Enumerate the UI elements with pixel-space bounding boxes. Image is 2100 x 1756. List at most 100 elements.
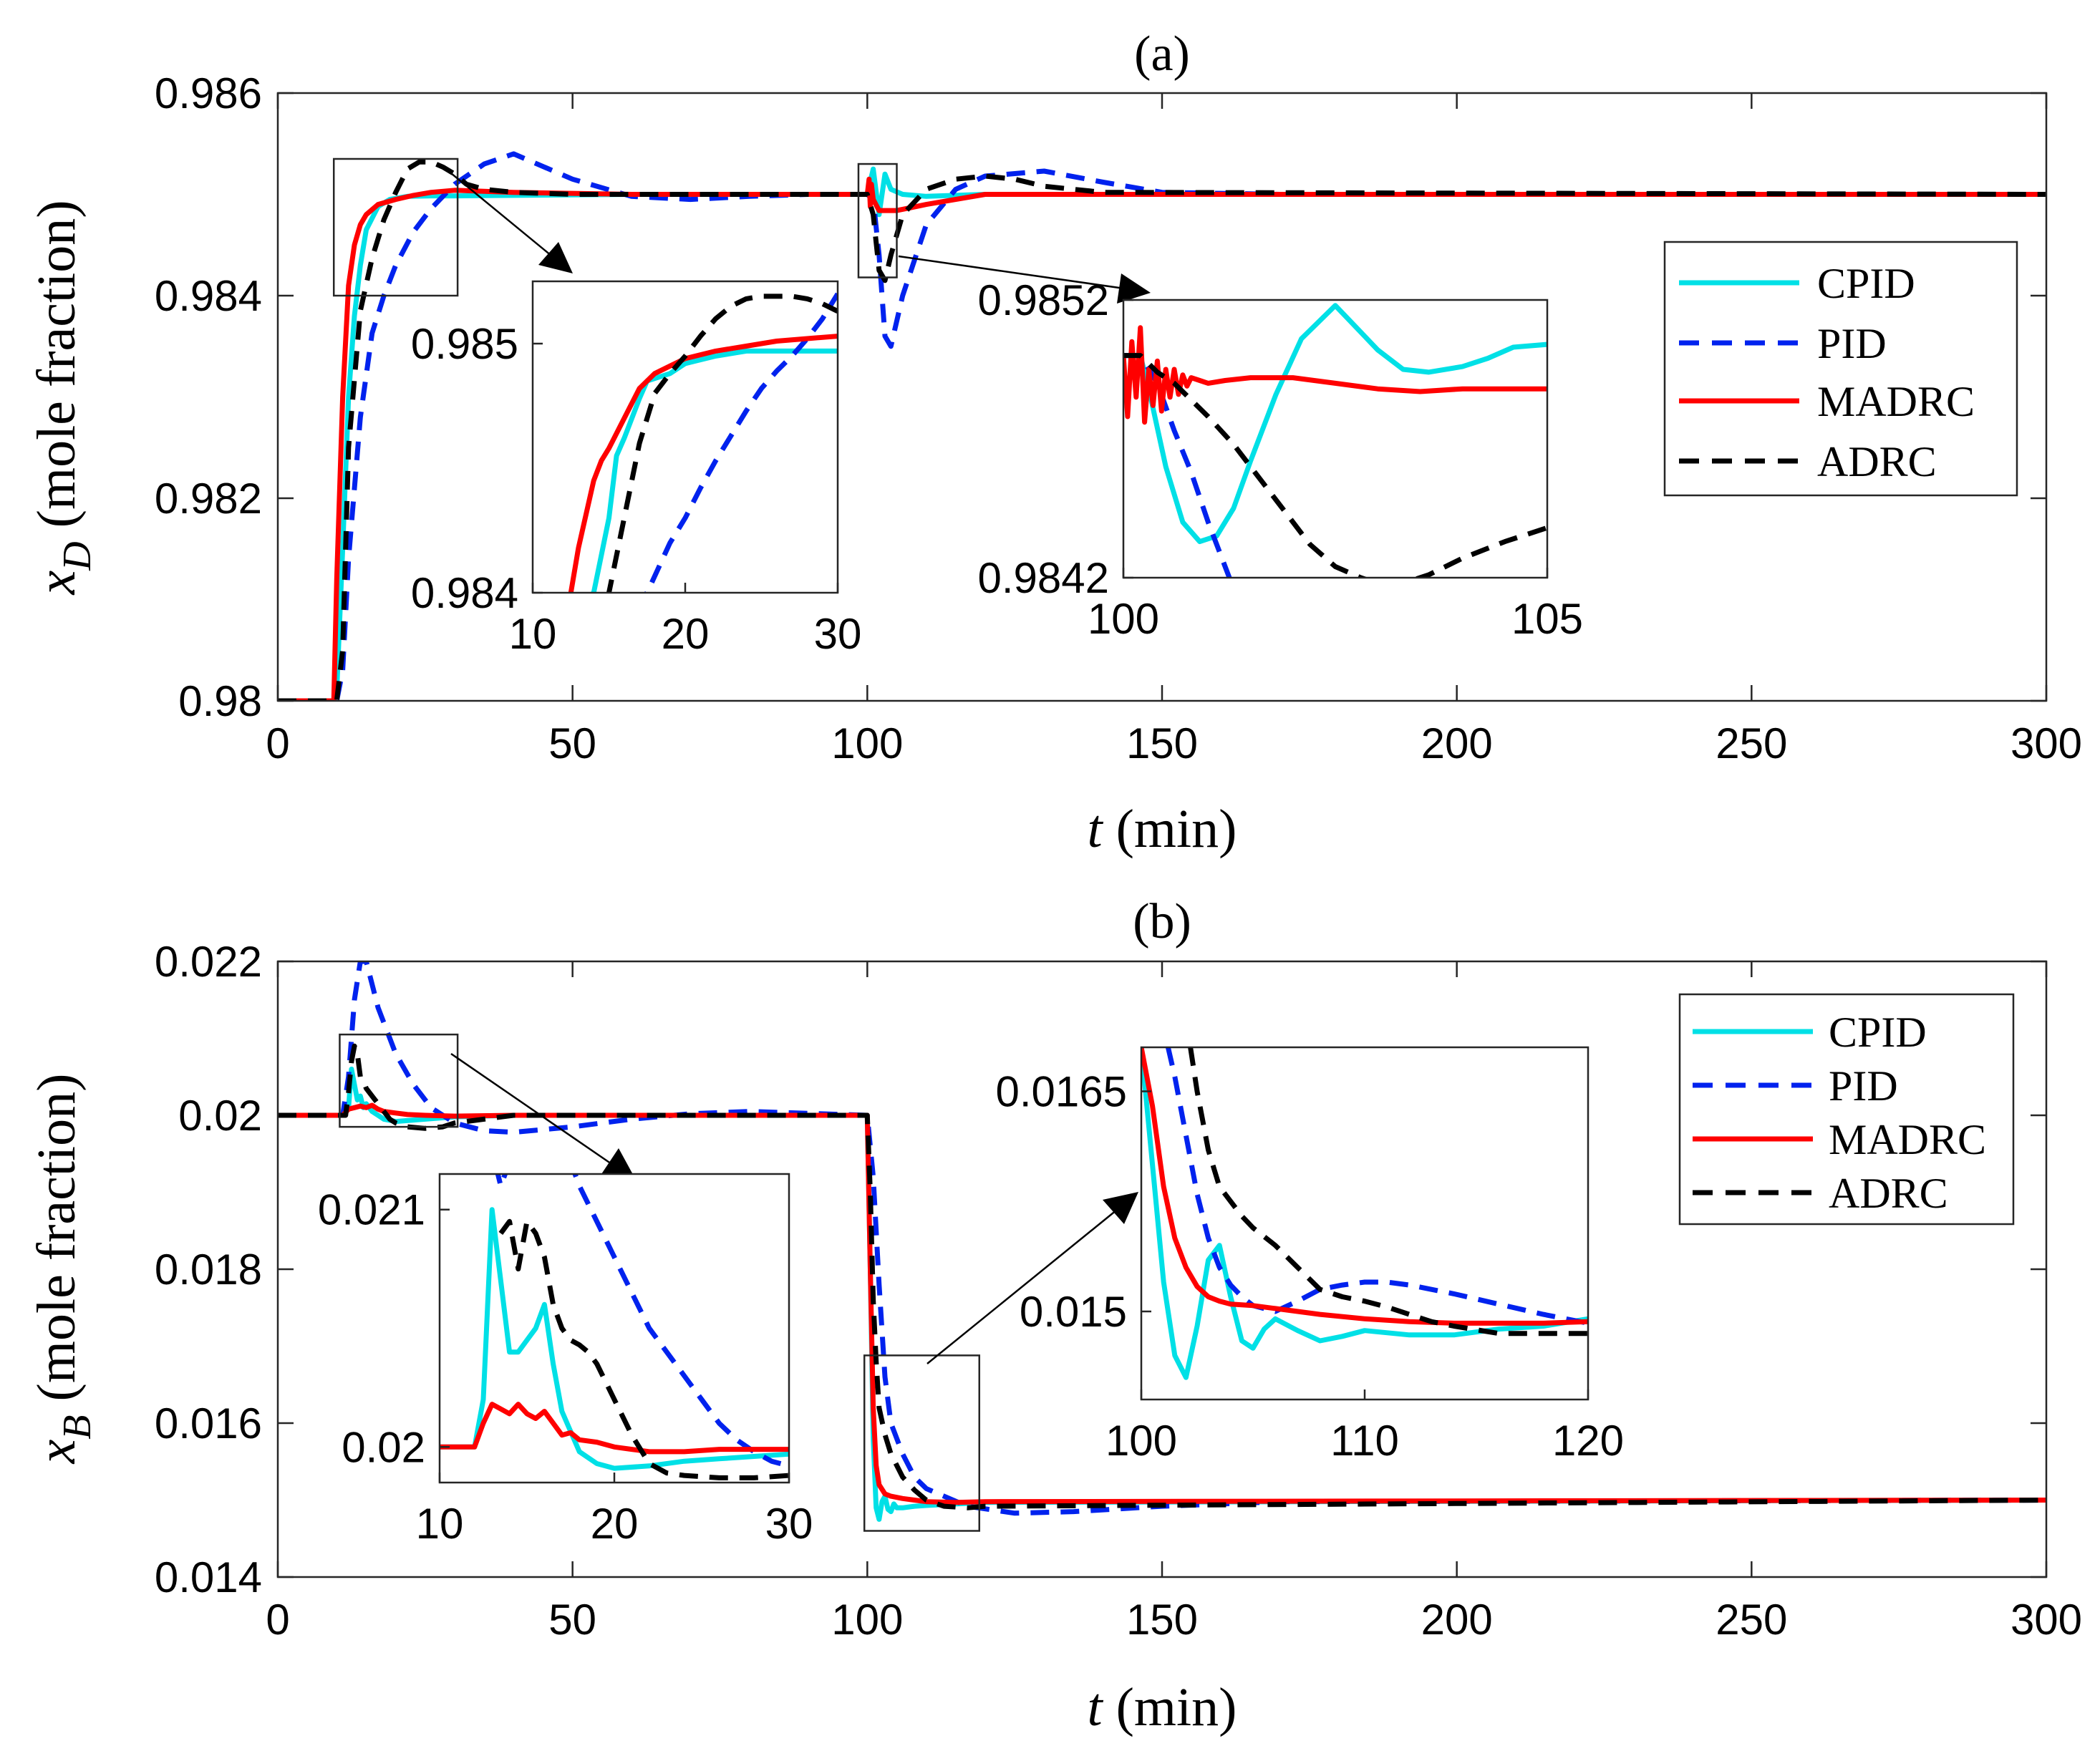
inset-a2-xtick-label: 105 — [1511, 595, 1583, 643]
panel-b-xtick-label: 150 — [1126, 1596, 1198, 1644]
panel-a-xtick-label: 250 — [1716, 719, 1787, 767]
inset-a1-series-cpid-0 — [589, 348, 838, 593]
panel-a-x-tick-labels: 0 50 100 150 200 250 300 — [266, 719, 2082, 767]
panel-a-ytick-label: 0.986 — [155, 69, 262, 117]
panel-b-zoom-box-2 — [863, 1354, 981, 1532]
inset-a2-series-cpid-0 — [1123, 303, 1547, 545]
panel-b-xtick-label: 0 — [266, 1596, 289, 1644]
panel-a-x-label: t (min) — [1088, 799, 1237, 859]
inset-a2-tick-labels: 100 105 0.9842 0.9852 — [977, 276, 1583, 643]
legend-b-pid: PID — [1829, 1062, 1898, 1110]
panel-a-xtick-label: 0 — [266, 719, 289, 767]
inset-b2-xtick-label: 120 — [1552, 1417, 1624, 1465]
panel-b-y-label: xB (mole fraction) — [26, 1074, 100, 1465]
inset-b1-series-pid-1 — [495, 1174, 789, 1469]
panel-b-ytick-label: 0.02 — [178, 1092, 262, 1140]
panel-a-inset-1: 10 20 30 0.984 0.985 — [411, 280, 862, 658]
panel-a-ytick-label: 0.984 — [155, 272, 262, 320]
panel-b-ytick-label: 0.016 — [155, 1400, 262, 1447]
inset-b2-ytick-label: 0.0165 — [995, 1068, 1127, 1116]
panel-b-zoom-box-1 — [339, 1033, 459, 1128]
panel-b-arrow-1 — [450, 1052, 636, 1180]
panel-b-x-label: t (min) — [1088, 1677, 1237, 1737]
panel-a-xtick-label: 50 — [548, 719, 596, 767]
inset-a1-xtick-label: 20 — [662, 610, 710, 658]
panel-b-inset-1: 10 20 30 0.02 0.021 — [318, 1173, 813, 1548]
panel-b-y-tick-labels: 0.014 0.016 0.018 0.02 0.022 — [155, 938, 262, 1601]
panel-a-xtick-label: 150 — [1126, 719, 1198, 767]
inset-b2-series-adrc-3 — [1188, 1047, 1588, 1337]
legend-b-adrc: ADRC — [1829, 1170, 1948, 1217]
panel-a-y-label: xD (mole fraction) — [26, 200, 100, 595]
inset-a2-series-adrc-3 — [1123, 353, 1547, 578]
panel-b-xtick-label: 200 — [1421, 1596, 1493, 1644]
inset-a2-xtick-label: 100 — [1088, 595, 1159, 643]
legend-b-cpid: CPID — [1829, 1009, 1927, 1056]
panel-a-zoom-box-1 — [332, 157, 459, 297]
panel-a-ytick-label: 0.982 — [155, 475, 262, 523]
panel-b-arrow-2 — [926, 1192, 1138, 1364]
inset-a1-tick-labels: 10 20 30 0.984 0.985 — [411, 320, 862, 658]
legend-b-madrc: MADRC — [1829, 1116, 1986, 1163]
inset-b1-ytick-label: 0.021 — [318, 1186, 425, 1234]
inset-a2-series — [1123, 303, 1547, 578]
inset-a1-series — [568, 292, 838, 593]
inset-b1-tick-labels: 10 20 30 0.02 0.021 — [318, 1186, 813, 1548]
inset-b1-xtick-label: 30 — [765, 1500, 813, 1548]
inset-b1-xtick-label: 20 — [591, 1500, 639, 1548]
inset-b1-series-cpid-0 — [440, 1207, 789, 1471]
panel-a-xtick-label: 300 — [2011, 719, 2082, 767]
inset-a1-ytick-label: 0.985 — [411, 320, 518, 368]
panel-b-xtick-label: 300 — [2011, 1596, 2082, 1644]
inset-b1-series-madrc-2 — [440, 1402, 789, 1455]
legend-a-pid: PID — [1817, 320, 1887, 367]
legend-a-adrc: ADRC — [1817, 438, 1937, 485]
panel-b-legend: CPID PID MADRC ADRC — [1678, 993, 2015, 1226]
inset-b1-ytick-label: 0.02 — [342, 1423, 425, 1471]
legend-a-madrc: MADRC — [1817, 378, 1975, 425]
panel-a-series-pid-1 — [278, 151, 2046, 701]
inset-b1-xtick-label: 10 — [416, 1500, 464, 1548]
inset-b2-series — [1141, 1047, 1588, 1380]
panel-a-series-madrc-2 — [278, 176, 2046, 701]
panel-a-plot-area — [276, 92, 2048, 702]
panel-a-arrow-1 — [450, 173, 573, 273]
inset-a1-xtick-label: 10 — [509, 610, 557, 658]
panel-a-inset-2: 100 105 0.9842 0.9852 — [977, 276, 1583, 643]
inset-b2-ytick-label: 0.015 — [1020, 1288, 1127, 1336]
panel-b-xtick-label: 50 — [548, 1596, 596, 1644]
panel-b-ytick-label: 0.018 — [155, 1246, 262, 1294]
inset-a1-ytick-label: 0.984 — [411, 569, 518, 617]
panel-b-plot-area — [276, 960, 2048, 1578]
panel-a: (a) 0 50 100 150 200 250 300 0.980.9820.9840.9… — [26, 26, 2082, 859]
panel-a-legend: CPID PID MADRC ADRC — [1663, 241, 2018, 497]
panel-b: (b) 0 50 100 150 200 250 300 0.0140.0160.0180.… — [26, 894, 2082, 1737]
inset-a1-series-adrc-3 — [606, 294, 838, 593]
inset-a2-ytick-label: 0.9852 — [977, 276, 1109, 324]
inset-a2-series-madrc-2 — [1123, 325, 1547, 425]
panel-b-xtick-label: 250 — [1716, 1596, 1787, 1644]
inset-a1-series-madrc-2 — [568, 334, 838, 593]
panel-a-series — [278, 151, 2046, 701]
panel-a-xtick-label: 200 — [1421, 719, 1493, 767]
inset-b2-series-cpid-0 — [1141, 1047, 1588, 1380]
inset-b2-series-madrc-2 — [1141, 1047, 1588, 1326]
panel-a-ytick-label: 0.98 — [178, 677, 262, 725]
panel-a-zoom-box-2 — [857, 162, 898, 278]
panel-b-xtick-label: 100 — [831, 1596, 903, 1644]
inset-b2-tick-labels: 100 110 120 0.0165 0.015 — [995, 1068, 1624, 1465]
legend-a-cpid: CPID — [1817, 260, 1915, 307]
inset-a1-xtick-label: 30 — [814, 610, 862, 658]
panel-a-series-cpid-0 — [278, 166, 2046, 701]
inset-a2-ytick-label: 0.9842 — [977, 554, 1109, 602]
panel-b-ytick-label: 0.022 — [155, 938, 262, 986]
inset-b1-series — [440, 1174, 789, 1480]
inset-a1-series-pid-1 — [644, 292, 838, 593]
panel-a-y-tick-labels: 0.98 0.982 0.984 0.986 — [155, 69, 262, 725]
inset-b1-series-adrc-3 — [498, 1218, 789, 1480]
inset-a2-series-pid-1 — [1123, 353, 1232, 578]
inset-b2-series-pid-1 — [1165, 1047, 1588, 1326]
panel-a-xtick-label: 100 — [831, 719, 903, 767]
panel-a-title: (a) — [1134, 26, 1190, 82]
